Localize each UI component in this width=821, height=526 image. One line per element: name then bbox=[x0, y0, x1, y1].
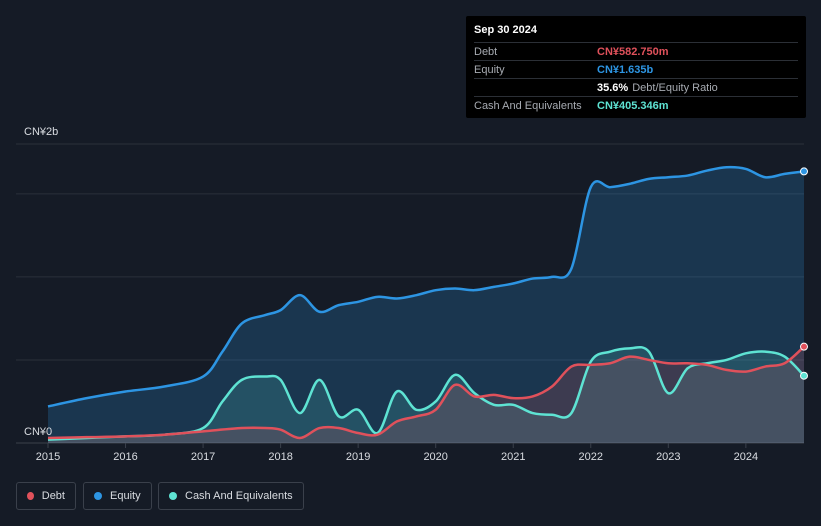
tooltip-value-ratio: 35.6% bbox=[597, 81, 629, 94]
gridlines bbox=[16, 143, 804, 444]
equity-line bbox=[47, 165, 805, 408]
legend-dot-cash bbox=[169, 492, 177, 500]
tooltip-ratio-caption: Debt/Equity Ratio bbox=[632, 81, 718, 94]
equity-end-marker bbox=[800, 167, 808, 176]
tooltip-row-debt: Debt CN¥582.750m bbox=[474, 42, 798, 60]
y-axis-bottom-label: CN¥0 bbox=[24, 426, 52, 438]
x-tick-label: 2020 bbox=[423, 451, 447, 463]
tooltip-date: Sep 30 2024 bbox=[474, 24, 537, 36]
x-tick-label: 2015 bbox=[36, 451, 60, 463]
legend-dot-equity bbox=[94, 492, 102, 500]
tooltip-row-cash: Cash And Equivalents CN¥405.346m bbox=[474, 96, 798, 114]
debt-end-marker bbox=[800, 342, 808, 351]
x-tick-label: 2016 bbox=[113, 451, 137, 463]
cash-and-equivalents-end-marker bbox=[800, 371, 808, 380]
x-tick-label: 2018 bbox=[268, 451, 292, 463]
x-tick-label: 2022 bbox=[579, 451, 603, 463]
x-tick-label: 2023 bbox=[656, 451, 680, 463]
legend-label-debt: Debt bbox=[41, 490, 65, 502]
legend-item-debt[interactable]: Debt bbox=[16, 482, 76, 510]
tooltip-panel: Sep 30 2024 Debt CN¥582.750m Equity CN¥1… bbox=[466, 16, 806, 118]
x-tick-label: 2019 bbox=[346, 451, 370, 463]
x-tick-label: 2021 bbox=[501, 451, 525, 463]
legend-label-equity: Equity bbox=[110, 490, 141, 502]
series-areas bbox=[48, 167, 804, 443]
x-tick-label: 2017 bbox=[191, 451, 215, 463]
legend-dot-debt bbox=[27, 492, 34, 500]
y-axis-top-label: CN¥2b bbox=[24, 126, 58, 138]
x-axis-ticks: 2015 2016 2017 2018 2019 2020 2021 2022 2023 2024 bbox=[36, 443, 758, 463]
tooltip-value-equity: CN¥1.635b bbox=[597, 63, 654, 76]
tooltip-label-debt: Debt bbox=[474, 45, 498, 58]
debt-line bbox=[47, 345, 805, 440]
cash-and-equivalents-line bbox=[47, 345, 805, 441]
tooltip-row-ratio: 35.6% Debt/Equity Ratio bbox=[474, 78, 798, 96]
legend-item-equity[interactable]: Equity bbox=[83, 482, 152, 510]
legend-item-cash[interactable]: Cash And Equivalents bbox=[158, 482, 304, 510]
legend-label-cash: Cash And Equivalents bbox=[185, 490, 293, 502]
debt-area bbox=[48, 346, 804, 443]
equity-area bbox=[48, 167, 804, 443]
tooltip-label-equity: Equity bbox=[474, 63, 505, 76]
series-lines bbox=[47, 165, 805, 441]
cash-and-equivalents-area bbox=[48, 347, 804, 443]
tooltip-value-cash: CN¥405.346m bbox=[597, 99, 669, 112]
tooltip-value-debt: CN¥582.750m bbox=[597, 45, 669, 58]
tooltip-label-cash: Cash And Equivalents bbox=[474, 99, 582, 112]
x-tick-label: 2024 bbox=[734, 451, 758, 463]
series-end-markers bbox=[800, 167, 808, 380]
tooltip-row-equity: Equity CN¥1.635b bbox=[474, 60, 798, 78]
